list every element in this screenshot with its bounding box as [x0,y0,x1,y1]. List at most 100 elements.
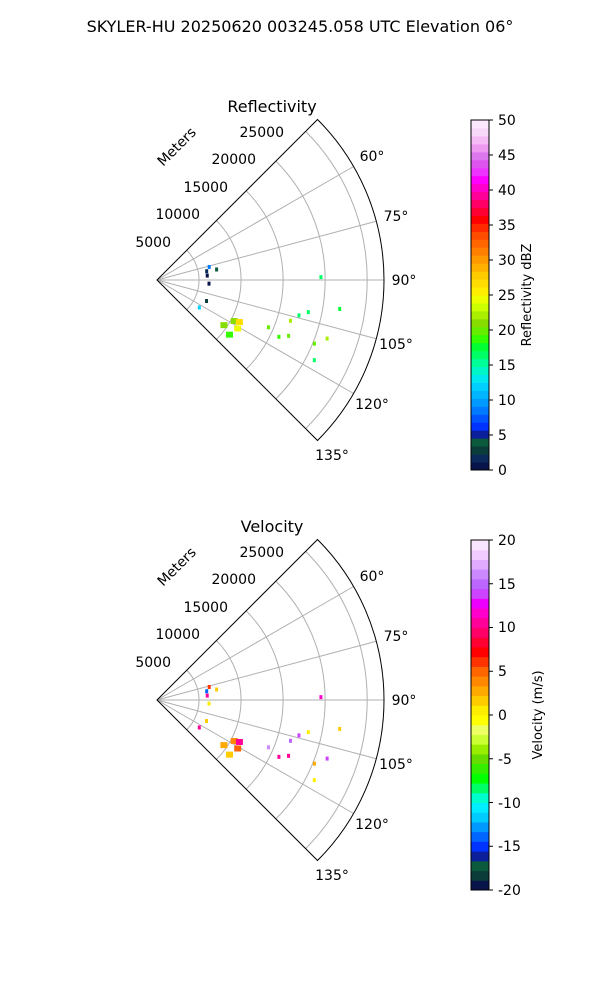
grid-spoke [156,166,354,281]
colorbar-swatch [471,159,489,169]
colorbar-tick-label: 15 [498,577,516,593]
colorbar-swatch [471,151,489,161]
echo-cell [226,751,234,758]
colorbar-tick-label: 20 [498,323,516,339]
colorbar-tick-label: 10 [498,620,516,636]
colorbar-swatch [471,646,489,658]
colorbar-swatch [471,734,489,745]
colorbar-tick-label: -15 [498,839,521,855]
colorbar-tick-label: 5 [498,428,507,444]
echo-cell [288,738,292,743]
echo-cell [287,333,291,338]
colorbar-swatch [471,135,489,145]
grid-spoke [156,220,377,281]
echo-cell [235,318,243,325]
reflectivity-colorbar-ticks: 0 5 10 15 20 25 30 35 40 45 50 [498,113,516,479]
colorbar-swatch [471,744,489,755]
grid-spoke [156,279,377,340]
radial-tick-label: 15000 [183,600,228,616]
velocity-angle-ticks: 60° 75° 90° 105° 120° 135° [315,569,416,884]
radial-tick-label: 20000 [211,152,256,168]
colorbar-tick-label: 25 [498,288,516,304]
colorbar-swatch [471,358,489,368]
echo-cell [319,275,323,280]
reflectivity-wedge-outline [156,118,385,442]
echo-cell [277,754,281,759]
radial-tick-label: 15000 [183,180,228,196]
echo-cell [215,687,219,692]
radial-tick-label: 5000 [135,655,171,671]
colorbar-swatch [471,310,489,320]
echo-cell [338,306,342,311]
colorbar-swatch [471,120,489,129]
colorbar-swatch [471,812,489,823]
colorbar-swatch [471,247,489,256]
colorbar-swatch [471,326,489,336]
velocity-title: Velocity [241,517,304,536]
colorbar-swatch [471,231,489,240]
colorbar-tick-label: 5 [498,664,507,680]
echo-cell [288,318,292,323]
colorbar-swatch [471,783,489,794]
echo-cell [312,341,316,346]
colorbar-swatch [471,366,489,376]
colorbar-swatch [471,841,489,852]
reflectivity-radial-axis-label: Meters [155,125,200,170]
echo-cell [205,273,209,278]
velocity-panel: Velocity Meters 5000 10000 15000 20000 2… [135,517,546,899]
echo-cell [215,267,219,272]
echo-cell [306,730,310,735]
colorbar-swatch [471,685,489,697]
colorbar-swatch [471,831,489,842]
echo-cell [207,281,211,286]
colorbar-swatch [471,870,489,881]
colorbar-swatch [471,223,489,232]
colorbar-swatch [471,454,489,463]
echo-cell [312,778,316,783]
colorbar-tick-label: -20 [498,883,521,899]
angle-tick-label: 135° [315,448,349,464]
colorbar-swatch [471,676,489,687]
radial-tick-label: 5000 [135,235,171,251]
echo-cell [207,684,211,689]
angle-tick-label: 120° [355,397,389,413]
colorbar-swatch [471,127,489,137]
colorbar-swatch [471,559,489,570]
reflectivity-polar-grid [156,131,384,429]
reflectivity-echoes [197,264,342,363]
radial-tick-label: 10000 [155,207,200,223]
colorbar-swatch [471,695,489,706]
velocity-polar-grid [156,551,384,849]
echo-cell [325,756,329,761]
colorbar-swatch [471,342,489,352]
echo-cell [287,753,291,758]
velocity-colorbar: -20 -15 -10 -5 0 5 10 15 20 Velocity (m/… [470,533,546,899]
echo-cell [205,689,209,694]
colorbar-swatch [471,637,489,648]
angle-tick-label: 105° [379,337,413,353]
echo-cell [220,742,228,749]
colorbar-swatch [471,302,489,312]
colorbar-swatch [471,588,489,599]
colorbar-tick-label: 50 [498,113,516,129]
colorbar-swatch [471,334,489,344]
grid-spoke [156,279,354,394]
colorbar-swatch [471,880,489,891]
colorbar-swatch [471,175,489,185]
echo-cell [205,269,209,274]
echo-cell [226,331,234,338]
echo-cell [325,336,329,341]
echo-cell [266,745,270,750]
colorbar-swatch [471,860,489,872]
colorbar-swatch [471,406,489,415]
echo-cell [220,322,228,329]
colorbar-swatch [471,753,489,765]
colorbar-swatch [471,821,489,833]
echo-cell [319,695,323,700]
angle-tick-label: 135° [315,868,349,884]
colorbar-swatch [471,724,489,735]
colorbar-swatch [471,350,489,360]
echo-cell [230,318,238,325]
colorbar-swatch [471,239,489,248]
